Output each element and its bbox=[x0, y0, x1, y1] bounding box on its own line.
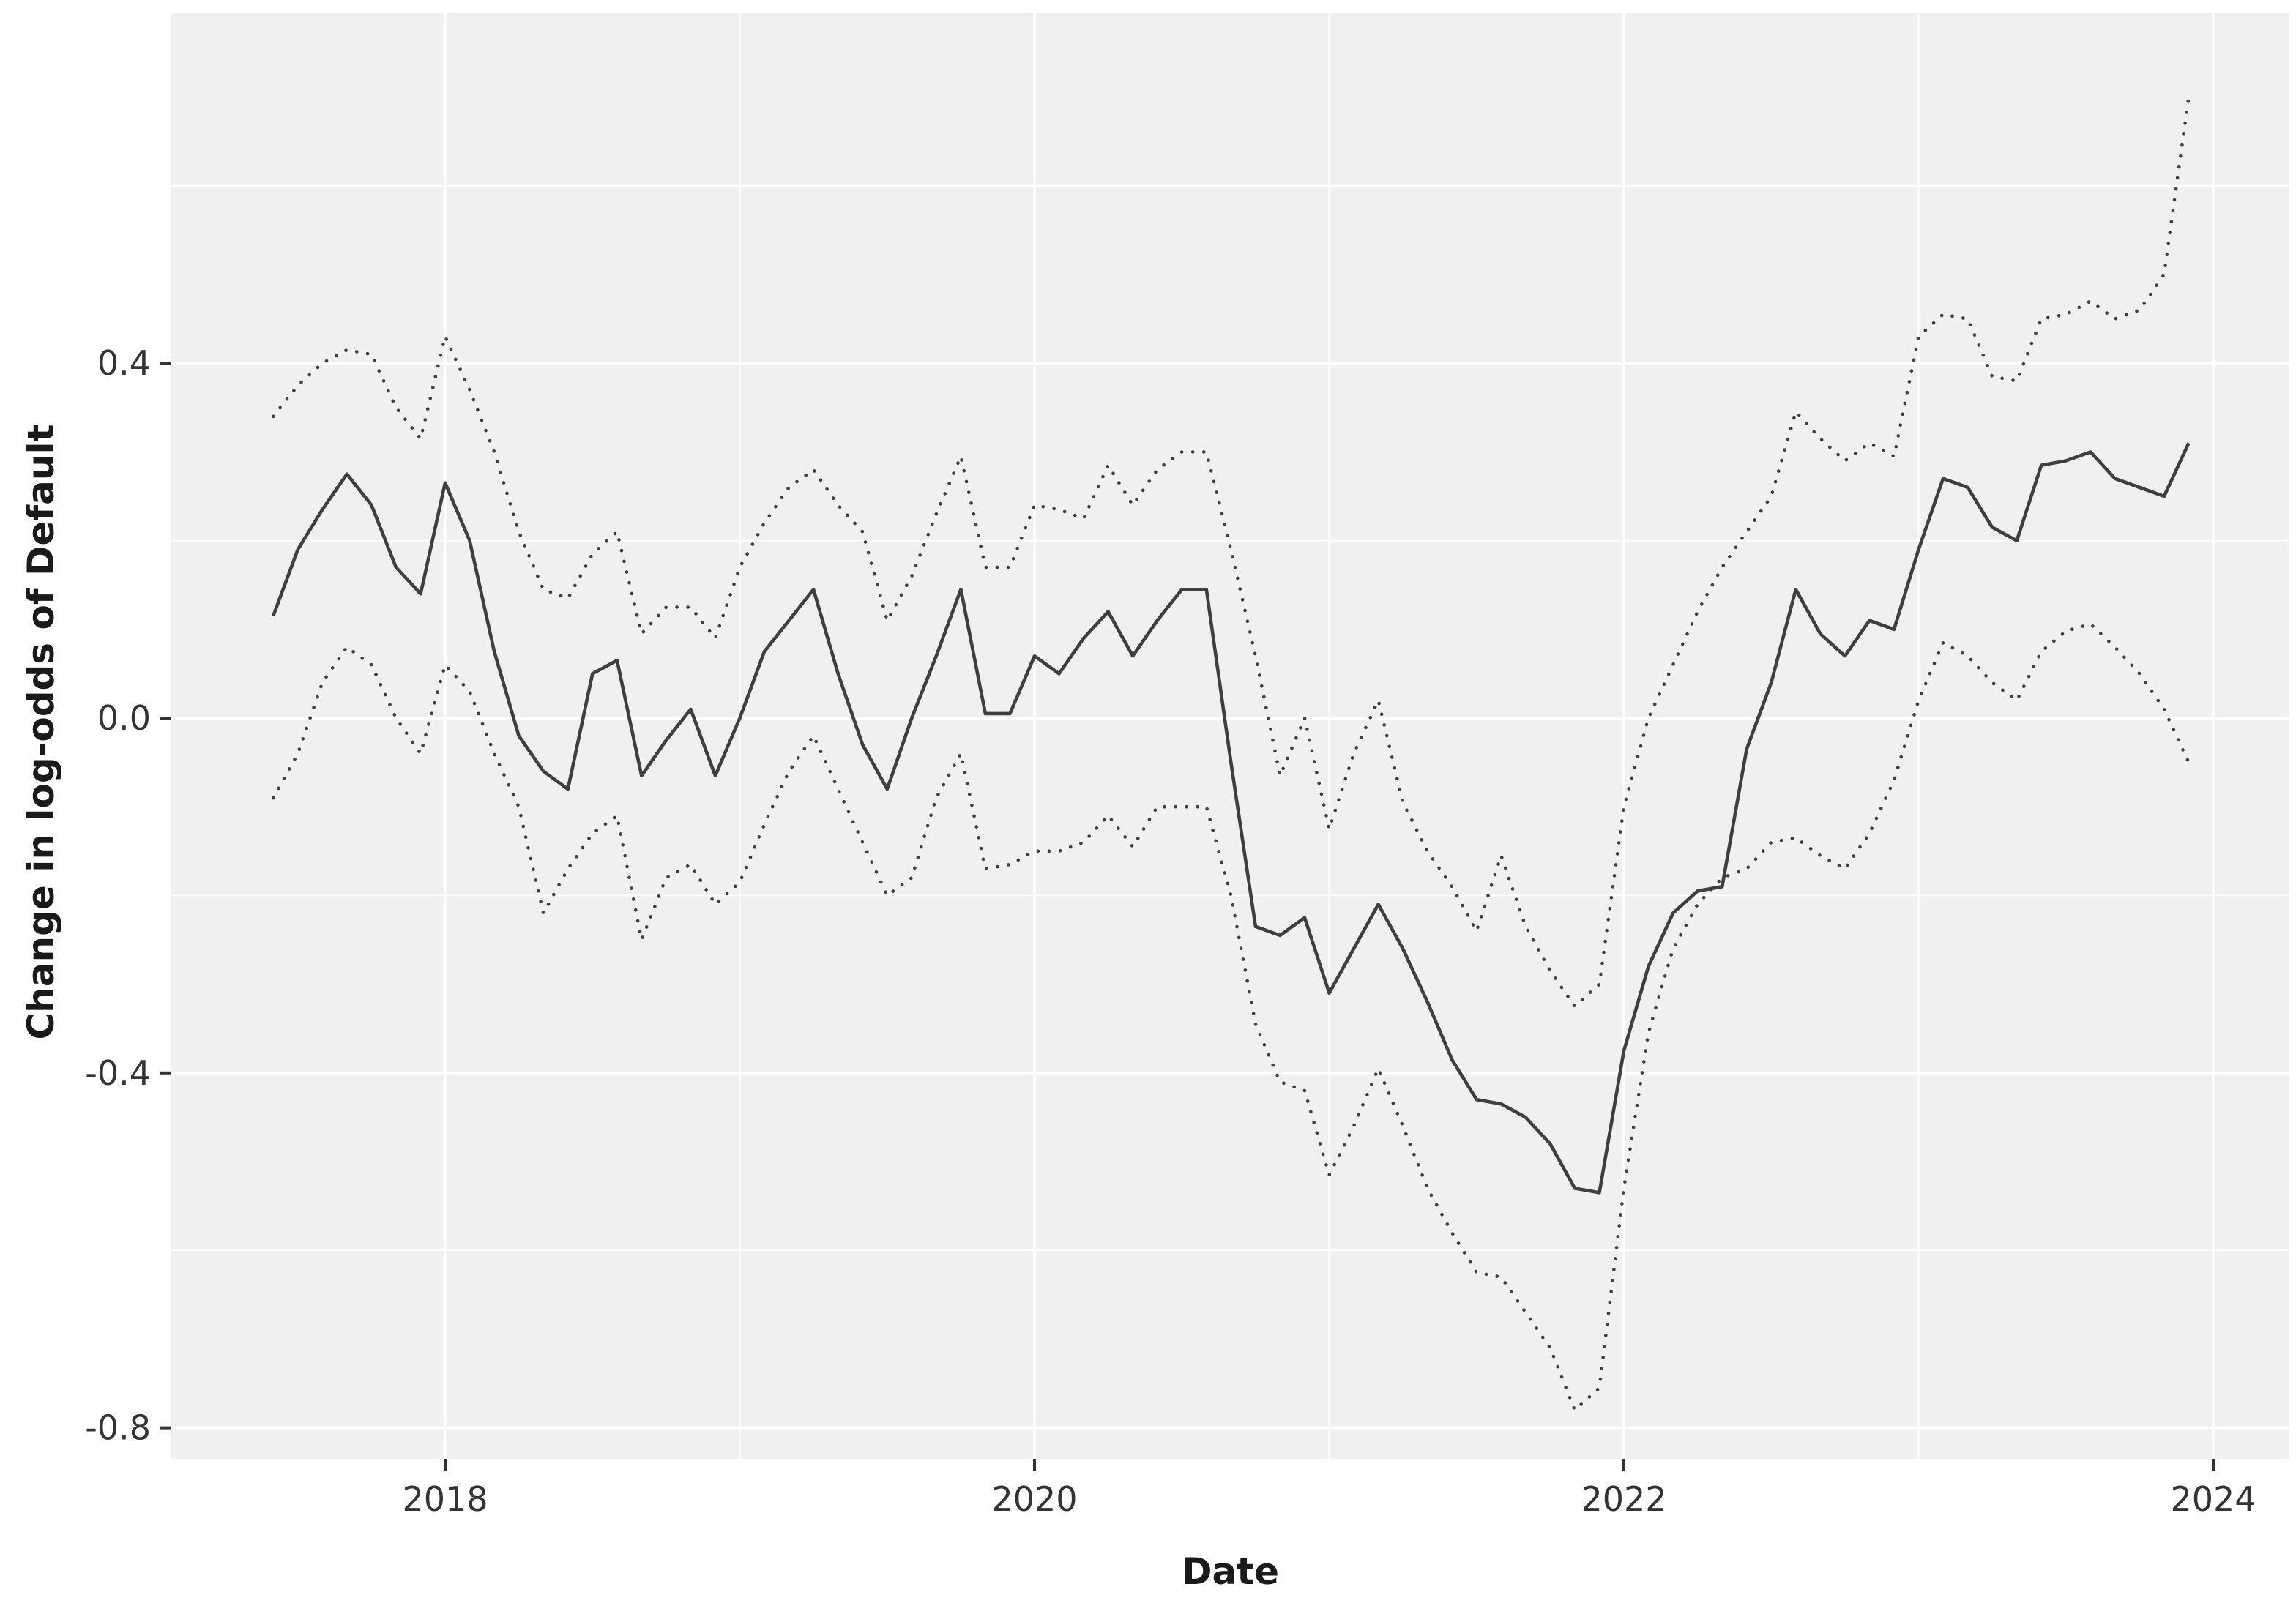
plot-panel bbox=[171, 13, 2289, 1459]
y-tick-label--0.4: -0.4 bbox=[85, 1053, 151, 1093]
series-estimate bbox=[272, 442, 2191, 1195]
x-tick-labels: 2018 2020 2022 2024 bbox=[402, 1479, 2256, 1519]
x-tick-label-2022: 2022 bbox=[1581, 1479, 1666, 1519]
y-tick-labels: 0.4 0.0 -0.4 -0.8 bbox=[85, 343, 151, 1447]
series-lower_band bbox=[271, 622, 2191, 1412]
x-tick-label-2020: 2020 bbox=[991, 1479, 1077, 1519]
y-tick-label-0.4: 0.4 bbox=[97, 343, 151, 383]
series-lines bbox=[271, 95, 2191, 1412]
y-tick-label-0.0: 0.0 bbox=[97, 698, 151, 738]
x-axis-title: Date bbox=[1181, 1550, 1280, 1593]
axis-ticks bbox=[160, 362, 2215, 1471]
grid-major bbox=[171, 13, 2289, 1459]
x-tick-label-2024: 2024 bbox=[2170, 1479, 2256, 1519]
y-tick-label--0.8: -0.8 bbox=[85, 1408, 151, 1448]
x-tick-label-2018: 2018 bbox=[402, 1479, 488, 1519]
